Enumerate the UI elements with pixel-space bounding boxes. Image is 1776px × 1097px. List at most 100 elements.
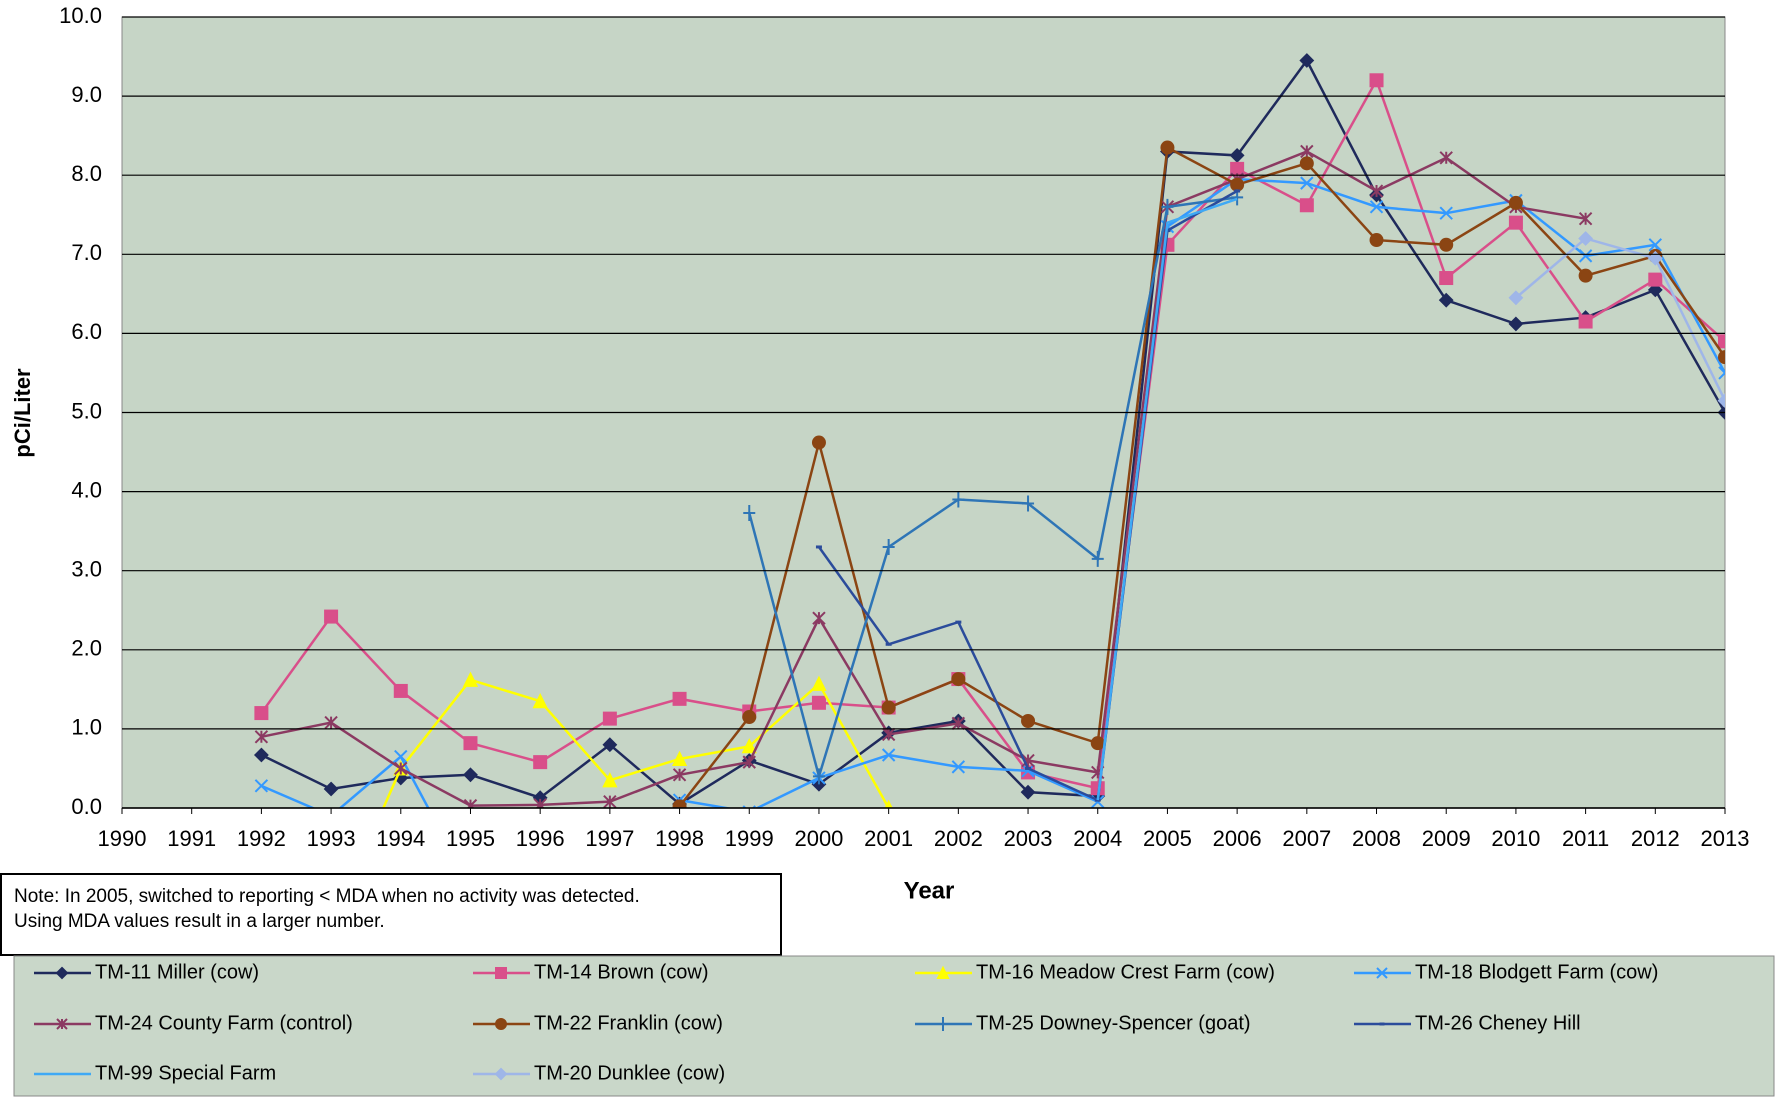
marker (951, 672, 966, 687)
x-tick-label: 1991 (167, 826, 216, 851)
marker (1647, 282, 1663, 298)
x-tick-label: 1995 (446, 826, 495, 851)
x-tick-label: 1994 (376, 826, 425, 851)
marker (1508, 316, 1524, 332)
marker (1230, 177, 1245, 192)
marker (1439, 271, 1454, 286)
marker (881, 748, 896, 762)
marker (1300, 144, 1314, 159)
marker (1648, 238, 1663, 252)
marker (741, 738, 757, 754)
legend-label: TM-24 County Farm (control) (95, 1012, 353, 1034)
legend-label: TM-22 Franklin (cow) (534, 1012, 723, 1034)
marker (603, 794, 617, 808)
x-tick-label: 2013 (1701, 826, 1750, 851)
marker (1647, 250, 1663, 266)
x-tick-label: 1990 (98, 826, 147, 851)
x-tick-label: 2004 (1073, 826, 1122, 851)
marker (1717, 393, 1725, 409)
marker (742, 710, 757, 725)
marker (1022, 495, 1035, 512)
x-tick-label: 2010 (1491, 826, 1540, 851)
marker (1021, 764, 1035, 778)
marker (1090, 736, 1105, 751)
marker (533, 798, 547, 808)
marker (602, 711, 617, 726)
legend-marker (495, 1018, 507, 1030)
marker (884, 799, 893, 808)
legend-marker (56, 1018, 68, 1030)
marker (323, 781, 339, 797)
marker (1160, 140, 1175, 155)
marker (811, 675, 827, 691)
marker (1369, 233, 1384, 248)
marker (1578, 211, 1593, 226)
x-tick-label: 1993 (307, 826, 356, 851)
series-line (1515, 237, 1725, 402)
y-tick-label: 10.0 (59, 3, 102, 28)
marker (742, 755, 756, 769)
marker (532, 692, 548, 709)
marker (1161, 198, 1174, 215)
marker (1299, 198, 1314, 213)
marker (882, 538, 895, 555)
marker (812, 768, 825, 785)
legend-label: TM-18 Blodgett Farm (cow) (1415, 961, 1658, 983)
legend (13, 955, 1775, 1097)
marker (1439, 237, 1454, 252)
note-box (0, 873, 782, 956)
y-tick-label: 0.0 (71, 794, 102, 819)
x-tick-label: 2007 (1282, 826, 1331, 851)
marker (672, 799, 687, 808)
marker (1230, 161, 1245, 176)
x-tick-label: 2008 (1352, 826, 1401, 851)
x-tick-label: 2002 (934, 826, 983, 851)
y-tick-label: 8.0 (71, 161, 102, 186)
legend-marker (936, 965, 950, 979)
series-line (1096, 197, 1238, 801)
marker (1439, 151, 1453, 165)
marker (1718, 366, 1725, 380)
marker (1578, 231, 1594, 246)
marker (254, 706, 269, 721)
y-tick-label: 1.0 (71, 715, 102, 740)
x-tick-label: 2009 (1422, 826, 1471, 851)
x-tick-label: 1998 (655, 826, 704, 851)
marker (254, 730, 269, 744)
marker (1299, 156, 1314, 171)
x-tick-label: 2000 (794, 826, 843, 851)
y-tick-label: 9.0 (71, 82, 102, 107)
x-tick-label: 1997 (585, 826, 634, 851)
x-axis-title: Year (904, 877, 955, 904)
marker (253, 747, 269, 763)
legend-label: TM-25 Downey-Spencer (goat) (976, 1012, 1251, 1034)
series-line (678, 145, 1725, 808)
marker (1091, 550, 1104, 567)
marker (1578, 249, 1593, 263)
marker (324, 715, 338, 730)
marker (811, 695, 826, 710)
legend-marker (495, 967, 507, 979)
marker (1508, 215, 1523, 230)
marker (393, 683, 408, 698)
note-line: Using MDA values result in a larger numb… (14, 911, 385, 932)
marker (1578, 314, 1593, 329)
legend-marker (55, 966, 69, 980)
marker (462, 671, 479, 687)
marker (1718, 350, 1725, 365)
legend-label: TM-11 Miller (cow) (95, 961, 259, 983)
marker (1578, 268, 1593, 283)
marker (1300, 176, 1314, 190)
x-tick-label: 1999 (725, 826, 774, 851)
legend-marker (494, 1067, 508, 1081)
marker (602, 737, 618, 753)
marker (1020, 784, 1036, 800)
legend-label: TM-16 Meadow Crest Farm (cow) (976, 961, 1275, 983)
x-tick-label: 1992 (237, 826, 286, 851)
y-tick-label: 4.0 (71, 477, 102, 502)
y-axis-title: pCi/Liter (10, 368, 35, 458)
marker (394, 761, 408, 776)
marker (1508, 195, 1523, 210)
